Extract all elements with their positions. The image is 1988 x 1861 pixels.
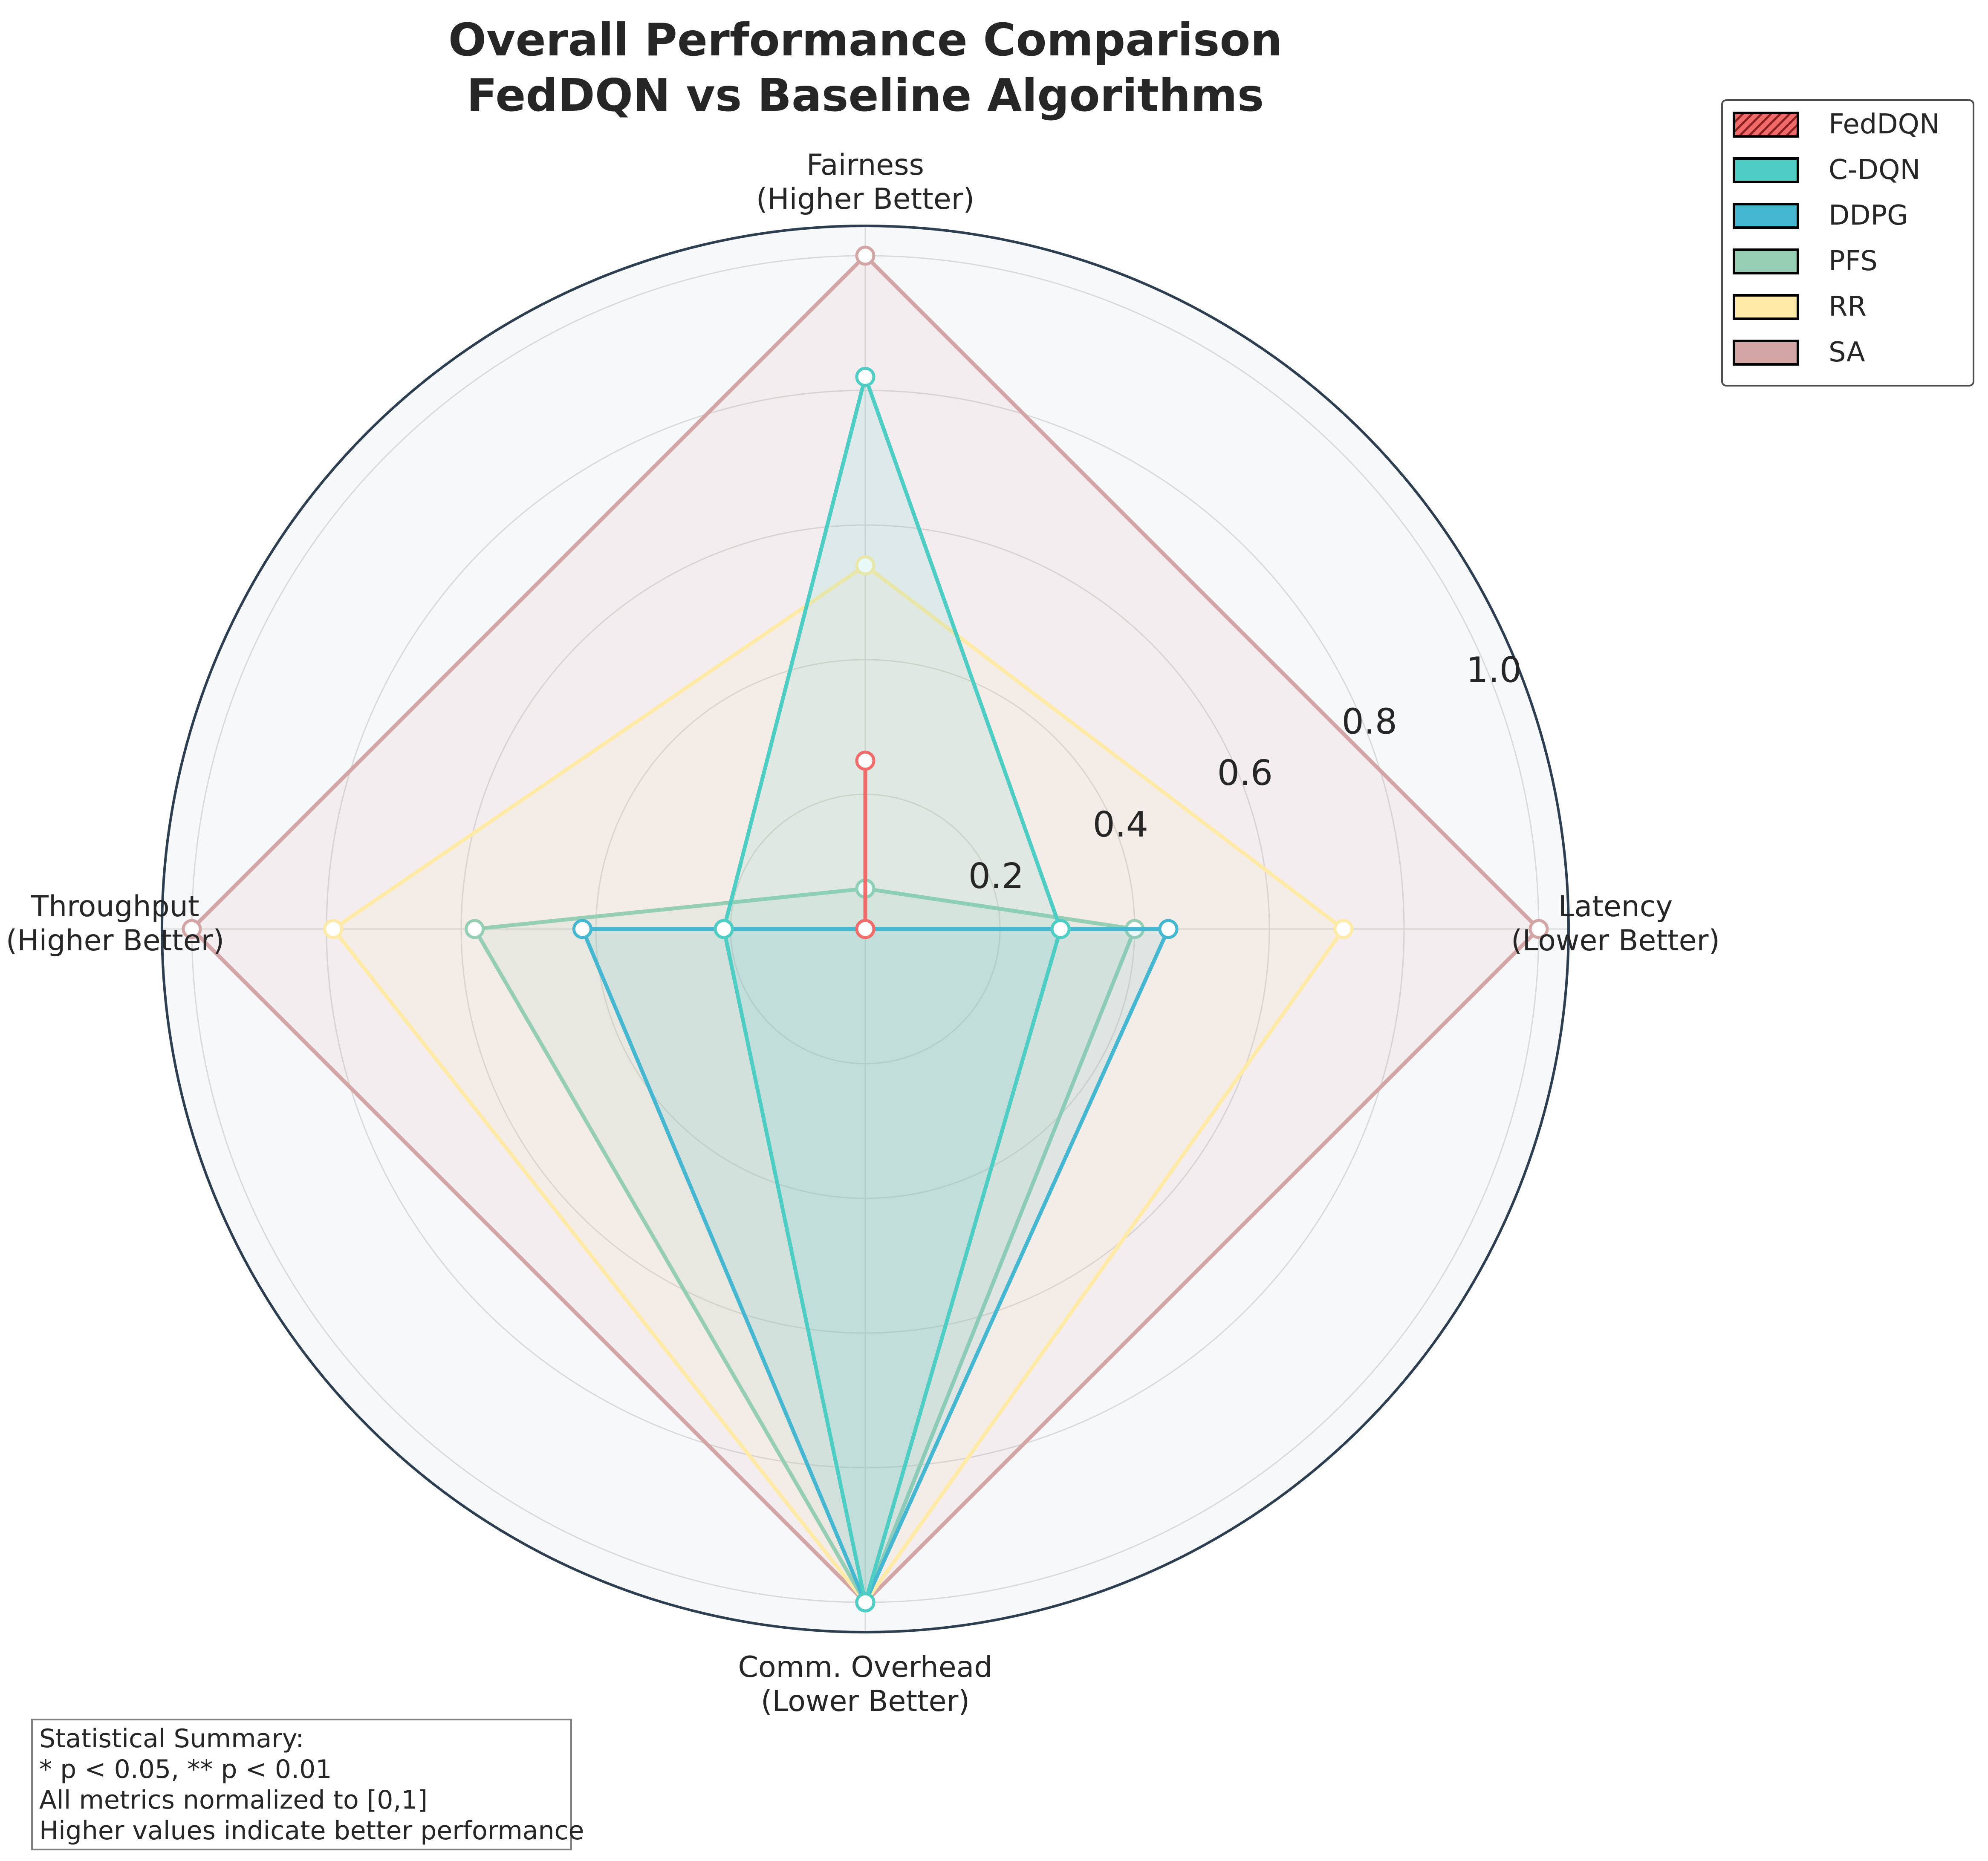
data-point-ddpg-latency [1158,919,1179,939]
axis-note-comm-overhead: (Lower Better) [761,1685,970,1718]
axis-label-latency: Latency(Lower Better) [1511,890,1720,958]
axis-name-latency: Latency [1558,890,1673,923]
stats-box: Statistical Summary: * p < 0.05, ** p < … [31,1719,584,1850]
axis-name-comm-overhead: Comm. Overhead [738,1650,993,1684]
radial-tick-label: 1.0 [1466,650,1522,690]
legend-label-c-dqn: C-DQN [1829,154,1920,186]
data-point-c-dqn-comm-overhead [855,1592,876,1613]
axis-note-throughput: (Higher Better) [6,924,224,958]
legend-swatch-rr [1733,294,1799,320]
legend-label-pfs: PFS [1829,245,1878,277]
data-point-sa-fairness [855,245,876,266]
radial-tick-label: 0.4 [1093,805,1148,845]
series-feddqn [855,750,876,939]
data-point-c-dqn-throughput [714,919,734,939]
stats-line-3: All metrics normalized to [0,1] [39,1785,428,1815]
data-point-ddpg-throughput [572,919,592,939]
chart-title-line-1: Overall Performance Comparison [448,14,1282,66]
stats-line-4: Higher values indicate better performanc… [39,1816,584,1846]
axis-note-fairness: (Higher Better) [756,182,974,216]
data-point-pfs-throughput [465,919,485,939]
axis-label-comm-overhead: Comm. Overhead(Lower Better) [738,1650,993,1718]
legend: FedDQN C-DQN DDPG PFS RR SA [1721,99,1974,387]
chart-title: Overall Performance Comparison FedDQN vs… [448,14,1282,121]
legend-item-rr: RR [1733,291,1867,323]
radial-tick-label: 0.8 [1342,701,1397,742]
legend-label-feddqn: FedDQN [1829,109,1940,140]
legend-item-feddqn: FedDQN [1733,109,1940,140]
legend-item-sa: SA [1733,337,1865,368]
legend-label-rr: RR [1829,291,1867,323]
axis-note-latency: (Lower Better) [1511,924,1720,958]
series-c-dqn [714,366,1071,1613]
legend-label-ddpg: DDPG [1829,200,1908,231]
axis-label-throughput: Throughput(Higher Better) [6,890,224,958]
data-point-rr-latency [1333,919,1354,939]
data-point-c-dqn-latency [1050,919,1071,939]
legend-swatch-pfs [1733,248,1799,274]
data-point-feddqn-fairness [855,750,876,771]
chart-title-line-2: FedDQN vs Baseline Algorithms [467,69,1264,121]
polar-frame [161,225,1570,1633]
data-point-sa-throughput [182,919,202,939]
data-point-feddqn-throughput [855,919,876,939]
axis-name-throughput: Throughput [31,890,199,923]
legend-swatch-c-dqn [1733,157,1799,183]
radial-tick-labels: 0.2 0.4 0.6 0.8 1.0 [968,650,1522,897]
axis-label-fairness: Fairness(Higher Better) [756,148,974,216]
legend-item-c-dqn: C-DQN [1733,154,1920,186]
axis-labels: Fairness(Higher Better)Latency(Lower Bet… [6,148,1720,1718]
legend-swatch-ddpg [1733,203,1799,229]
data-point-c-dqn-fairness [855,366,876,387]
legend-swatch-feddqn [1733,112,1799,138]
stats-line-1: Statistical Summary: [39,1724,304,1754]
data-point-sa-latency [1529,919,1549,939]
axis-name-fairness: Fairness [806,148,924,182]
data-point-rr-fairness [855,555,876,576]
series-layer [182,245,1549,1613]
legend-label-sa: SA [1829,337,1865,368]
radial-tick-label: 0.6 [1217,753,1273,793]
data-point-rr-throughput [323,919,344,939]
legend-item-pfs: PFS [1733,245,1878,277]
stats-box-frame [31,1719,572,1850]
stats-line-2: * p < 0.05, ** p < 0.01 [39,1754,332,1784]
legend-swatch-sa [1733,340,1799,366]
legend-item-ddpg: DDPG [1733,200,1908,231]
radial-tick-label: 0.2 [968,856,1024,897]
